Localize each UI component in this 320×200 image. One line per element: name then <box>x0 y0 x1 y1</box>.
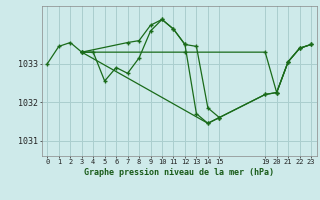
X-axis label: Graphe pression niveau de la mer (hPa): Graphe pression niveau de la mer (hPa) <box>84 168 274 177</box>
